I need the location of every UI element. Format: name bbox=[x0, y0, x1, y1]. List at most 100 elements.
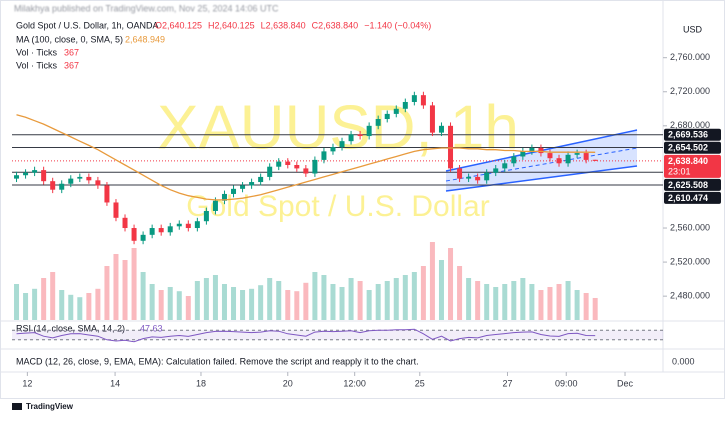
volume-bar bbox=[375, 284, 381, 320]
candle-body bbox=[583, 153, 589, 160]
level-tag bbox=[664, 178, 721, 191]
candle-body bbox=[249, 182, 255, 186]
candle-body bbox=[285, 161, 291, 165]
candle-body bbox=[366, 125, 372, 137]
volume-bar bbox=[194, 281, 200, 320]
volume-bar bbox=[122, 260, 128, 320]
y-tick-label: 2,680.000 bbox=[670, 120, 710, 130]
candle-body bbox=[203, 210, 209, 222]
volume-bar bbox=[176, 291, 182, 320]
candle-body bbox=[167, 226, 173, 233]
macd-axis-label: 0.000 bbox=[672, 356, 695, 366]
candle-body bbox=[592, 159, 598, 161]
volume-bar bbox=[366, 290, 372, 320]
volume-bar bbox=[240, 290, 246, 320]
volume-bar bbox=[457, 266, 463, 320]
volume-bar bbox=[574, 290, 580, 320]
volume-bar bbox=[565, 281, 571, 320]
volume-bar bbox=[95, 288, 101, 320]
channel-bottom bbox=[445, 165, 638, 192]
x-tick-label: 27 bbox=[502, 378, 512, 388]
volume-bar bbox=[50, 272, 56, 320]
currency: USD bbox=[683, 24, 703, 34]
volume-bar bbox=[466, 278, 472, 320]
vol-value: 367 bbox=[64, 47, 79, 57]
macd-legend: MACD (12, 26, close, 9, EMA, EMA): Calcu… bbox=[16, 356, 419, 366]
candle-body bbox=[429, 105, 435, 133]
candle-body bbox=[357, 134, 363, 137]
level-label: 2,610.474 bbox=[668, 193, 708, 203]
volume-bar bbox=[538, 290, 544, 320]
volume-bar bbox=[520, 278, 526, 320]
volume-bar bbox=[384, 281, 390, 320]
candle-body bbox=[438, 125, 444, 133]
candle-body bbox=[23, 172, 29, 176]
volume-bar bbox=[420, 266, 426, 320]
candle-body bbox=[276, 161, 282, 167]
volume-bar bbox=[411, 272, 417, 320]
candle-body bbox=[502, 163, 508, 169]
volume-bar bbox=[303, 282, 309, 320]
candle-body bbox=[158, 228, 164, 233]
x-tick-label: 09:00 bbox=[555, 378, 578, 388]
volume-bar bbox=[529, 284, 535, 320]
volume-bar bbox=[502, 284, 508, 320]
candle-body bbox=[411, 95, 417, 102]
volume-bar bbox=[429, 242, 435, 320]
x-tick-label: 14 bbox=[110, 378, 120, 388]
volume-bar bbox=[393, 278, 399, 320]
volume-bar bbox=[493, 287, 499, 320]
brand-logo bbox=[12, 403, 22, 410]
candle-body bbox=[41, 170, 47, 182]
level-tag bbox=[664, 191, 721, 204]
level-tag bbox=[664, 141, 721, 154]
candle-body bbox=[348, 134, 354, 142]
volume-bar bbox=[113, 254, 119, 320]
volume-bar bbox=[249, 288, 255, 320]
x-tick-label: 25 bbox=[415, 378, 425, 388]
volume-bar bbox=[32, 288, 38, 320]
candle-body bbox=[547, 153, 553, 159]
ohlc-value: L2,638.840 bbox=[261, 20, 306, 30]
rsi-value: 47.63 bbox=[140, 323, 163, 333]
y-tick-label: 2,560.000 bbox=[670, 222, 710, 232]
rsi-band bbox=[12, 330, 663, 340]
volume-bar bbox=[140, 272, 146, 320]
rsi-legend: RSI (14, close, SMA, 14, 2) bbox=[16, 323, 125, 333]
volume-bar bbox=[258, 285, 264, 320]
candle-body bbox=[393, 108, 399, 114]
watermark-title: XAUUSD, 1h bbox=[157, 93, 519, 162]
volume-bar bbox=[267, 278, 273, 320]
volume-bar bbox=[185, 296, 191, 320]
ohlc-value: O2,640.125 bbox=[155, 20, 202, 30]
candle-body bbox=[466, 176, 472, 179]
candle-body bbox=[556, 158, 562, 164]
x-tick-label: 20 bbox=[283, 378, 293, 388]
ma-line bbox=[16, 114, 596, 201]
volume-bar bbox=[104, 266, 110, 320]
volume-bar bbox=[475, 281, 481, 320]
candle-body bbox=[493, 168, 499, 173]
volume-bar bbox=[212, 275, 218, 320]
watermark-subtitle: Gold Spot / U.S. Dollar bbox=[186, 190, 489, 223]
x-tick-label: Dec bbox=[617, 378, 634, 388]
candle-body bbox=[194, 221, 200, 229]
countdown-label: 23:01 bbox=[668, 166, 691, 176]
candle-body bbox=[312, 159, 318, 174]
volume-bar bbox=[348, 278, 354, 320]
watermark: XAUUSD, 1h Gold Spot / U.S. Dollar bbox=[157, 93, 519, 223]
rsi-line bbox=[16, 328, 596, 343]
candle-body bbox=[212, 200, 218, 211]
candle-body bbox=[113, 202, 119, 218]
volume-bar bbox=[330, 284, 336, 320]
volume-bar bbox=[167, 287, 173, 320]
candle-body bbox=[511, 156, 517, 164]
candle-body bbox=[77, 176, 83, 179]
candle-body bbox=[303, 168, 309, 174]
y-tick-label: 2,520.000 bbox=[670, 256, 710, 266]
channel-fill bbox=[446, 130, 637, 191]
candle-body bbox=[402, 101, 408, 109]
volume-bar bbox=[41, 278, 47, 320]
y-tick-label: 2,760.000 bbox=[670, 52, 710, 62]
candle-body bbox=[240, 185, 246, 189]
